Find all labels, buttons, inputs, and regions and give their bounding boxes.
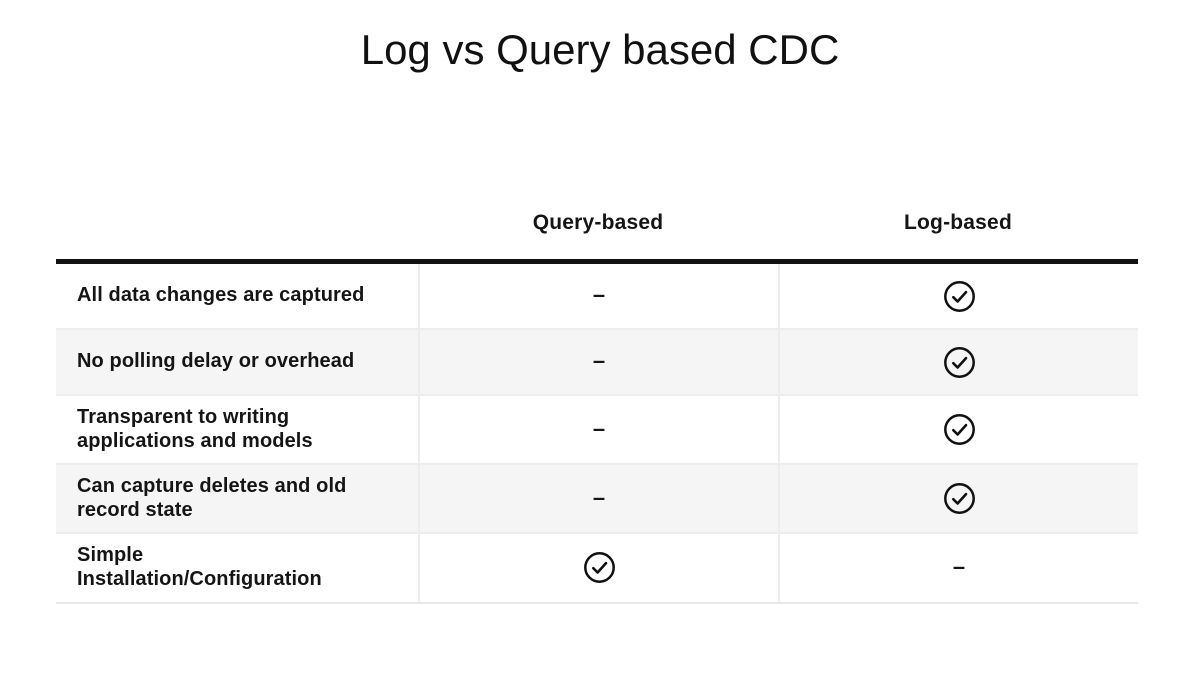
dash-mark: – (592, 282, 606, 307)
table-header-row: Query-based Log-based (56, 186, 1138, 259)
query-based-cell: – (418, 465, 778, 533)
query-based-cell: – (418, 264, 778, 328)
table-row: Transparent to writing applications and … (56, 394, 1138, 464)
column-header-log-based: Log-based (904, 210, 1012, 234)
feature-label: Transparent to writing applications and … (77, 406, 313, 452)
query-based-cell: – (418, 396, 778, 464)
check-circle-icon (583, 552, 615, 584)
table-body: All data changes are captured – No polli… (56, 259, 1138, 604)
feature-label: Can capture deletes and old record state (77, 475, 347, 521)
log-based-cell (778, 396, 1138, 464)
page-title: Log vs Query based CDC (360, 26, 840, 73)
dash-mark: – (592, 484, 606, 510)
table-row: No polling delay or overhead – (56, 328, 1138, 394)
feature-label: All data changes are captured (77, 284, 365, 307)
log-based-cell (778, 330, 1138, 394)
comparison-table: Query-based Log-based All data changes a… (56, 186, 1138, 604)
query-based-cell: – (418, 330, 778, 394)
check-circle-icon (943, 346, 975, 378)
table-row: Can capture deletes and old record state… (56, 463, 1138, 533)
dash-mark: – (592, 415, 606, 441)
feature-label: No polling delay or overhead (77, 350, 355, 373)
log-based-cell (778, 264, 1138, 328)
query-based-cell (418, 534, 778, 602)
log-based-cell (778, 465, 1138, 533)
check-circle-icon (943, 280, 975, 312)
dash-mark: – (592, 348, 606, 373)
column-header-query-based: Query-based (532, 210, 664, 234)
dash-mark: – (952, 553, 966, 579)
table-row: All data changes are captured – (56, 264, 1138, 328)
table-row: Simple Installation/Configuration – (56, 532, 1138, 602)
check-circle-icon (943, 414, 975, 446)
log-based-cell: – (778, 534, 1138, 602)
check-circle-icon (943, 483, 975, 515)
feature-label: Simple Installation/Configuration (77, 544, 322, 590)
